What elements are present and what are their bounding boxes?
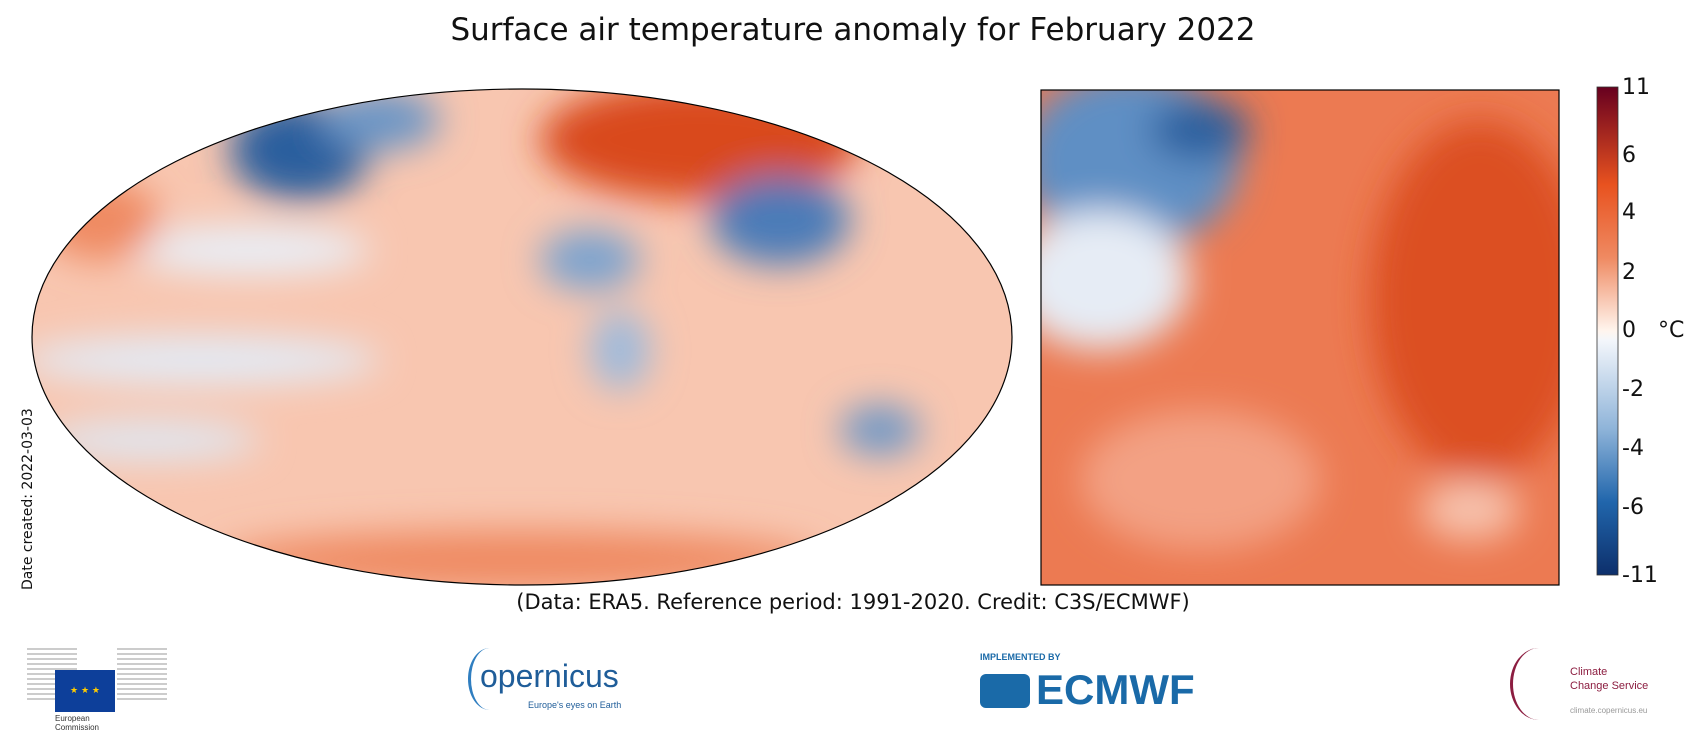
colorbar-tick: 4: [1622, 200, 1636, 225]
c3s-logo: Climate Change Service climate.copernicu…: [1510, 648, 1690, 728]
colorbar: [1596, 86, 1619, 576]
colorbar-tick: -4: [1622, 436, 1644, 461]
map-title: Surface air temperature anomaly for Febr…: [450, 12, 1256, 48]
colorbar-unit: °C: [1658, 318, 1685, 343]
colorbar-tick: 11: [1622, 75, 1650, 100]
ecmwf-logo: IMPLEMENTED BY ECMWF: [980, 652, 1195, 713]
colorbar-tick: 6: [1622, 143, 1636, 168]
colorbar-tick: -11: [1622, 563, 1658, 588]
europe-map: [1041, 90, 1559, 585]
copernicus-logo: opernicus Europe's eyes on Earth: [468, 648, 658, 718]
colorbar-tick: 0: [1622, 318, 1636, 343]
date-created: Date created: 2022-03-03: [20, 408, 36, 590]
colorbar-tick: 2: [1622, 260, 1636, 285]
colorbar-tick: -2: [1622, 377, 1644, 402]
global-map: [32, 89, 1012, 585]
ecmwf-wave-icon: [980, 674, 1030, 708]
colorbar-tick: -6: [1622, 495, 1644, 520]
eu-logo: ★ ★ ★ European Commission: [27, 648, 177, 738]
caption: (Data: ERA5. Reference period: 1991-2020…: [516, 590, 1190, 614]
eu-flag-icon: ★ ★ ★: [55, 670, 115, 712]
